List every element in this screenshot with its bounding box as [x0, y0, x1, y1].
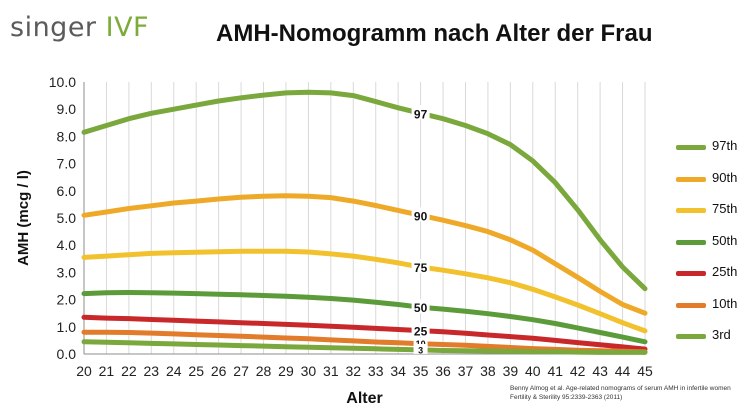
reference-line-1: Benny Almog et al. Age-related nomograms… — [510, 385, 731, 392]
y-tick-label: 9.0 — [57, 101, 77, 117]
legend-label: 75th — [712, 201, 738, 216]
legend-item: 97th — [676, 136, 750, 158]
series-label-bg — [411, 258, 430, 273]
x-tick-label: 27 — [233, 363, 249, 379]
x-tick-label: 42 — [570, 363, 586, 379]
series-label-bg — [413, 343, 428, 354]
x-tick-label: 28 — [256, 363, 272, 379]
series-label-90: 90 — [414, 209, 428, 223]
x-tick-label: 24 — [166, 363, 182, 379]
series-label-bg — [411, 299, 430, 314]
x-tick-label: 33 — [368, 363, 384, 379]
x-tick-label: 29 — [278, 363, 294, 379]
legend-item: 90th — [676, 168, 750, 190]
x-tick-label: 44 — [615, 363, 631, 379]
x-tick-label: 40 — [525, 363, 541, 379]
logo: singer IVF — [10, 12, 149, 43]
y-tick-label: 10.0 — [49, 74, 76, 90]
series-label-75: 75 — [414, 261, 428, 275]
legend-swatch — [676, 302, 706, 308]
legend-label: 25th — [712, 264, 738, 279]
series-line-25th — [81, 314, 648, 352]
legend-label: 50th — [712, 232, 738, 248]
series-line-3rd — [81, 339, 648, 355]
x-tick-label: 25 — [188, 363, 204, 379]
series-line-97th — [81, 89, 648, 292]
series-label-3: 3 — [418, 345, 423, 355]
series-line-90th — [81, 193, 648, 316]
x-tick-label: 32 — [345, 363, 361, 379]
y-tick-label: 6.0 — [57, 183, 77, 199]
series-line-75th — [81, 248, 648, 334]
logo-text-ivf: IVF — [105, 12, 150, 43]
x-tick-label: 26 — [211, 363, 227, 379]
x-axis-title: Alter — [346, 390, 382, 407]
x-tick-label: 39 — [503, 363, 519, 379]
logo-text-singer: singer — [10, 12, 97, 43]
x-tick-label: 31 — [323, 363, 339, 379]
legend-item: 25th — [676, 262, 750, 284]
x-tick-label: 43 — [592, 363, 608, 379]
y-tick-label: 3.0 — [57, 264, 77, 280]
y-axis-title: AMH (mcg / l) — [15, 170, 32, 266]
legend-swatch — [676, 334, 706, 339]
x-tick-label: 35 — [413, 363, 429, 379]
x-tick-label: 23 — [144, 363, 160, 379]
series-label-bg — [413, 337, 428, 348]
x-tick-label: 30 — [301, 363, 317, 379]
y-tick-label: 2.0 — [57, 292, 77, 308]
reference-citation: Benny Almog et al. Age-related nomograms… — [510, 384, 731, 402]
y-tick-label: 1.0 — [57, 319, 77, 335]
y-tick-label: 7.0 — [57, 156, 77, 172]
legend-item: 10th — [676, 294, 750, 316]
x-tick-label: 34 — [390, 363, 406, 379]
x-tick-label: 22 — [121, 363, 137, 379]
y-tick-label: 5.0 — [57, 210, 77, 226]
chart-title: AMH-Nomogramm nach Alter der Frau — [216, 20, 653, 47]
legend-swatch — [676, 271, 706, 276]
legend-label: 10th — [712, 295, 738, 311]
x-tick-label: 20 — [76, 363, 92, 379]
x-tick-label: 45 — [637, 363, 653, 379]
y-tick-label: 0.0 — [57, 346, 77, 362]
x-tick-label: 41 — [547, 363, 563, 379]
legend-item: 50th — [676, 231, 750, 253]
series-label-50: 50 — [414, 301, 428, 315]
series-label-bg — [411, 105, 430, 120]
series-label-bg — [411, 207, 430, 222]
legend-swatch — [676, 145, 706, 150]
legend-swatch — [676, 239, 706, 245]
legend-label: 90th — [712, 169, 738, 185]
x-tick-label: 38 — [480, 363, 496, 379]
y-tick-label: 4.0 — [57, 237, 77, 253]
x-tick-label: 36 — [435, 363, 451, 379]
x-tick-label: 37 — [458, 363, 474, 379]
x-tick-label: 21 — [99, 363, 115, 379]
legend-item: 75th — [676, 199, 750, 221]
legend-swatch — [676, 208, 706, 213]
series-label-bg — [411, 322, 430, 337]
y-tick-label: 8.0 — [57, 128, 77, 144]
series-label-97: 97 — [414, 107, 428, 121]
legend-swatch — [676, 176, 706, 182]
legend-item: 3rd — [676, 325, 750, 347]
legend-label: 97th — [712, 138, 738, 153]
reference-line-2: Fertility & Sterility 95:2339-2363 (2011… — [510, 394, 623, 401]
legend-label: 3rd — [712, 327, 731, 342]
series-line-50th — [81, 290, 648, 345]
series-label-25: 25 — [414, 325, 428, 339]
